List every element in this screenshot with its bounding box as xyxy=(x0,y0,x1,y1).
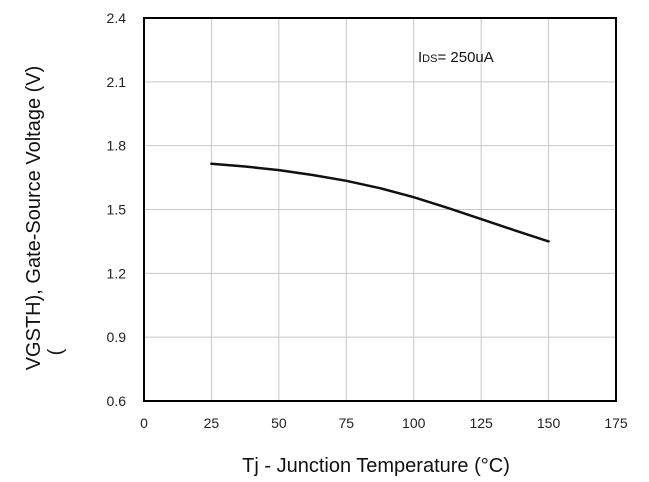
y-axis-title: VGSTH), Gate-Source Voltage (V) ( xyxy=(23,66,67,371)
x-tick-label-3: 75 xyxy=(338,415,354,431)
x-tick-label-4: 100 xyxy=(402,415,426,431)
y-axis-title-paren: ( xyxy=(45,348,67,355)
y-tick-label-2: 1.2 xyxy=(107,265,127,281)
test-condition-annotation: IDS= 250uA xyxy=(418,49,494,66)
x-tick-label-0: 0 xyxy=(140,415,148,431)
y-axis-title-sub: GS xyxy=(23,328,45,357)
annotation-subscript: DS xyxy=(422,53,437,65)
y-tick-label-3: 1.5 xyxy=(107,202,127,218)
y-tick-label-1: 0.9 xyxy=(107,329,127,345)
y-tick-label-4: 1.8 xyxy=(107,138,127,154)
x-tick-label-5: 125 xyxy=(469,415,493,431)
x-tick-label-2: 50 xyxy=(271,415,287,431)
plot-frame xyxy=(143,17,617,402)
x-tick-label-7: 175 xyxy=(604,415,628,431)
annotation-main: I xyxy=(418,49,422,66)
y-axis-ticks: 0.6 0.9 1.2 1.5 1.8 2.1 2.4 xyxy=(107,10,127,409)
y-axis-title-rest: TH), Gate-Source Voltage (V) xyxy=(23,66,45,328)
x-tick-label-1: 25 xyxy=(204,415,220,431)
svg-text:VGSTH), Gate-Source Voltage (V: VGSTH), Gate-Source Voltage (V) xyxy=(23,66,45,371)
y-tick-label-5: 2.1 xyxy=(107,74,127,90)
x-axis-ticks: 0 25 50 75 100 125 150 175 xyxy=(140,415,628,431)
grid xyxy=(143,17,617,402)
x-tick-label-6: 150 xyxy=(537,415,561,431)
x-axis-title: Tj - Junction Temperature (°C) xyxy=(242,455,510,477)
y-tick-label-0: 0.6 xyxy=(107,393,127,409)
annotation-rest: = 250uA xyxy=(437,49,493,66)
y-tick-label-6: 2.4 xyxy=(107,10,127,26)
series-layer xyxy=(210,162,550,243)
series-line xyxy=(210,162,550,243)
y-axis-title-main: V xyxy=(23,356,45,370)
